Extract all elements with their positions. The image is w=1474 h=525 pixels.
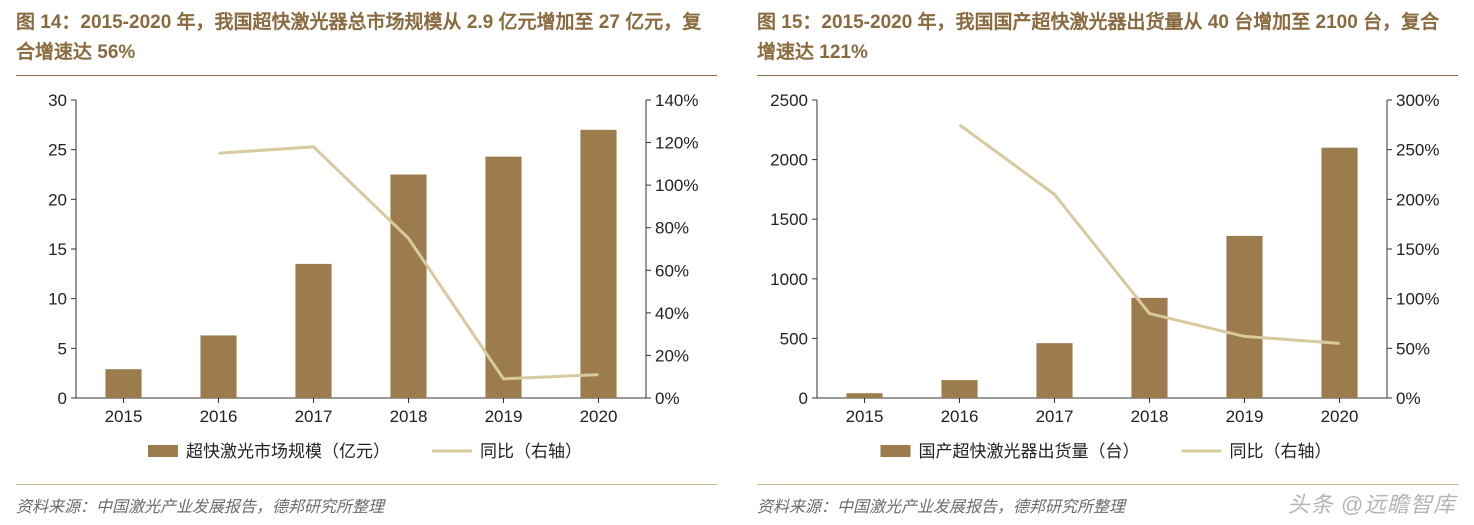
svg-text:15: 15 xyxy=(48,240,67,259)
legend-line-label: 同比（右轴） xyxy=(1230,442,1332,461)
right-panel: 图 15：2015-2020 年，我国国产超快激光器出货量从 40 台增加至 2… xyxy=(757,8,1458,521)
svg-text:1500: 1500 xyxy=(770,210,808,229)
svg-text:40%: 40% xyxy=(655,304,689,323)
legend-line-label: 同比（右轴） xyxy=(480,442,582,461)
svg-text:80%: 80% xyxy=(655,218,689,237)
svg-text:25: 25 xyxy=(48,140,67,159)
svg-text:2019: 2019 xyxy=(485,407,523,426)
legend-bar-swatch xyxy=(881,445,911,457)
right-title: 图 15：2015-2020 年，我国国产超快激光器出货量从 40 台增加至 2… xyxy=(757,8,1458,76)
charts-row: 图 14：2015-2020 年，我国超快激光器总市场规模从 2.9 亿元增加至… xyxy=(16,8,1458,521)
svg-text:0%: 0% xyxy=(655,389,680,408)
bar xyxy=(200,335,236,398)
svg-text:0: 0 xyxy=(799,389,808,408)
bar xyxy=(390,174,426,398)
legend-bar-swatch xyxy=(148,445,178,457)
svg-text:200%: 200% xyxy=(1396,190,1439,209)
bar xyxy=(846,393,882,398)
bar xyxy=(1321,147,1357,397)
svg-text:120%: 120% xyxy=(655,133,698,152)
svg-text:100%: 100% xyxy=(655,176,698,195)
svg-text:0: 0 xyxy=(58,389,67,408)
svg-text:150%: 150% xyxy=(1396,240,1439,259)
svg-text:500: 500 xyxy=(780,329,808,348)
svg-text:2017: 2017 xyxy=(295,407,333,426)
svg-text:2000: 2000 xyxy=(770,150,808,169)
svg-text:100%: 100% xyxy=(1396,289,1439,308)
bar xyxy=(941,380,977,398)
right-chart: 0 500 1000 1500 2000 2500 0% 50% 100% 150% 200% 250… xyxy=(757,90,1458,474)
svg-text:2016: 2016 xyxy=(941,407,979,426)
svg-text:30: 30 xyxy=(48,91,67,110)
bar xyxy=(580,130,616,398)
watermark: 头条 @远瞻智库 xyxy=(1288,487,1456,519)
bar xyxy=(295,264,331,398)
bar xyxy=(1036,343,1072,398)
svg-text:20%: 20% xyxy=(655,346,689,365)
svg-text:5: 5 xyxy=(58,339,67,358)
bar xyxy=(105,369,141,398)
svg-text:0%: 0% xyxy=(1396,389,1421,408)
svg-text:20: 20 xyxy=(48,190,67,209)
svg-text:2015: 2015 xyxy=(846,407,884,426)
svg-text:250%: 250% xyxy=(1396,140,1439,159)
svg-text:10: 10 xyxy=(48,289,67,308)
left-source: 资料来源：中国激光产业发展报告，德邦研究所整理 xyxy=(16,484,717,521)
svg-text:2018: 2018 xyxy=(1131,407,1169,426)
svg-text:2019: 2019 xyxy=(1226,407,1264,426)
svg-text:140%: 140% xyxy=(655,91,698,110)
svg-text:50%: 50% xyxy=(1396,339,1430,358)
bar xyxy=(1226,236,1262,398)
svg-text:300%: 300% xyxy=(1396,91,1439,110)
svg-text:2017: 2017 xyxy=(1036,407,1074,426)
svg-text:1000: 1000 xyxy=(770,270,808,289)
legend-bar-label: 国产超快激光器出货量（台） xyxy=(919,442,1140,461)
legend-bar-label: 超快激光市场规模（亿元） xyxy=(186,442,390,461)
svg-text:2020: 2020 xyxy=(580,407,618,426)
left-chart: 0 5 10 15 20 25 30 0% 20% 40% 60% 80% 100% 120% 140% 20… xyxy=(16,90,717,474)
svg-text:2500: 2500 xyxy=(770,91,808,110)
svg-text:2020: 2020 xyxy=(1321,407,1359,426)
left-panel: 图 14：2015-2020 年，我国超快激光器总市场规模从 2.9 亿元增加至… xyxy=(16,8,717,521)
svg-text:60%: 60% xyxy=(655,261,689,280)
left-title: 图 14：2015-2020 年，我国超快激光器总市场规模从 2.9 亿元增加至… xyxy=(16,8,717,76)
svg-text:2018: 2018 xyxy=(390,407,428,426)
svg-text:2015: 2015 xyxy=(105,407,143,426)
svg-text:2016: 2016 xyxy=(200,407,238,426)
